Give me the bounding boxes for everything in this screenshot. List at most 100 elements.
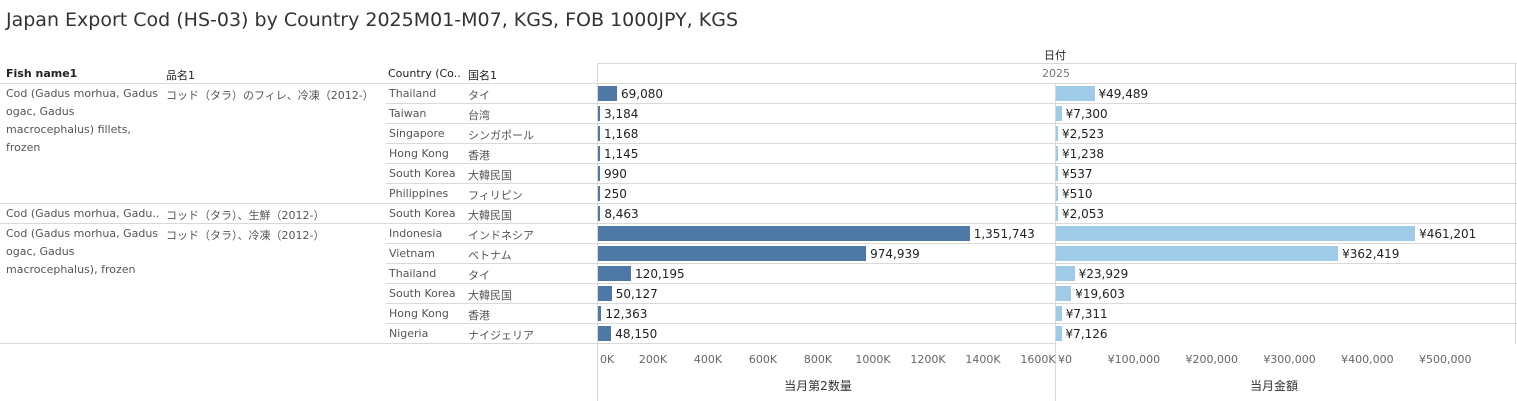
row-divider: [386, 243, 1517, 244]
country-jp-header[interactable]: 国名1: [468, 69, 497, 82]
item-name-header[interactable]: 品名1: [166, 69, 195, 82]
country-cell[interactable]: Singapore: [389, 127, 445, 140]
country-jp-cell[interactable]: 香港: [468, 309, 490, 322]
fish-name-header[interactable]: Fish name1: [6, 67, 78, 80]
country-cell[interactable]: Taiwan: [389, 107, 427, 120]
x-tick-label: 1400K: [965, 353, 1001, 366]
country-cell[interactable]: Hong Kong: [389, 307, 449, 320]
bar-quantity[interactable]: [598, 186, 600, 201]
country-jp-cell[interactable]: ベトナム: [468, 249, 512, 262]
country-jp-cell[interactable]: 大韓民国: [468, 289, 512, 302]
bar-amount[interactable]: [1056, 106, 1062, 121]
bar-quantity[interactable]: [598, 226, 970, 241]
country-jp-cell[interactable]: 台湾: [468, 109, 490, 122]
bar-quantity[interactable]: [598, 86, 617, 101]
row-divider: [386, 283, 1517, 284]
x-axis-title: 当月第2数量: [784, 379, 852, 393]
bar-quantity[interactable]: [598, 266, 632, 281]
bar-amount[interactable]: [1056, 146, 1058, 161]
bar-amount[interactable]: [1056, 186, 1058, 201]
bar-amount[interactable]: [1056, 306, 1062, 321]
country-header[interactable]: Country (Co..: [388, 67, 461, 80]
bar-amount[interactable]: [1056, 266, 1075, 281]
data-label: 12,363: [605, 307, 648, 321]
fish-name-cell: Cod (Gadus morhua, Gadu..: [6, 207, 160, 220]
bar-amount[interactable]: [1056, 86, 1095, 101]
bar-amount[interactable]: [1056, 246, 1339, 261]
row-divider: [386, 323, 1517, 324]
x-tick-label: ¥100,000: [1107, 353, 1161, 366]
pane-divider-mid: [1055, 83, 1056, 401]
data-label: ¥537: [1062, 167, 1093, 181]
bar-amount[interactable]: [1056, 206, 1058, 221]
country-cell[interactable]: Philippines: [389, 187, 449, 200]
country-jp-cell[interactable]: インドネシア: [468, 229, 534, 242]
bar-quantity[interactable]: [598, 126, 600, 141]
x-tick-label: 1000K: [855, 353, 891, 366]
x-tick-label: 200K: [638, 353, 668, 366]
data-label: ¥7,311: [1065, 307, 1108, 321]
country-jp-cell[interactable]: 香港: [468, 149, 490, 162]
bar-quantity[interactable]: [598, 206, 601, 221]
row-divider: [386, 303, 1517, 304]
country-cell[interactable]: South Korea: [389, 287, 456, 300]
data-label: ¥510: [1062, 187, 1093, 201]
x-tick-label: ¥200,000: [1185, 353, 1238, 366]
row-divider: [386, 163, 1517, 164]
row-divider: [386, 183, 1517, 184]
data-label: 69,080: [620, 87, 663, 101]
country-jp-cell[interactable]: 大韓民国: [468, 169, 512, 182]
bar-quantity[interactable]: [598, 286, 612, 301]
country-jp-cell[interactable]: フィリピン: [468, 189, 523, 202]
date-field-header[interactable]: 日付: [1044, 49, 1066, 62]
data-label: 990: [604, 167, 627, 181]
country-jp-cell[interactable]: シンガポール: [468, 129, 534, 142]
country-cell[interactable]: Nigeria: [389, 327, 429, 340]
row-divider: [386, 143, 1517, 144]
bar-quantity[interactable]: [598, 326, 612, 341]
bar-amount[interactable]: [1056, 166, 1058, 181]
country-cell[interactable]: Thailand: [389, 267, 437, 280]
data-label: ¥362,419: [1342, 247, 1400, 261]
x-tick-label: 1200K: [910, 353, 946, 366]
bar-quantity[interactable]: [598, 166, 600, 181]
country-cell[interactable]: South Korea: [389, 167, 456, 180]
country-cell[interactable]: Vietnam: [389, 247, 435, 260]
country-jp-cell[interactable]: 大韓民国: [468, 209, 512, 222]
country-cell[interactable]: Thailand: [389, 87, 437, 100]
x-tick-label: ¥500,000: [1419, 353, 1472, 366]
data-label: ¥461,201: [1419, 227, 1477, 241]
bar-quantity[interactable]: [598, 146, 600, 161]
bar-amount[interactable]: [1056, 126, 1058, 141]
country-cell[interactable]: Hong Kong: [389, 147, 449, 160]
pane-divider-left: [597, 63, 598, 401]
country-jp-cell[interactable]: ナイジェリア: [468, 329, 534, 342]
data-label: 50,127: [615, 287, 658, 301]
group-divider: [0, 343, 1055, 344]
bar-amount[interactable]: [1056, 326, 1062, 341]
data-label: 974,939: [870, 247, 920, 261]
x-tick-label: 1600K: [1020, 353, 1056, 366]
country-cell[interactable]: Indonesia: [389, 227, 443, 240]
bar-amount[interactable]: [1056, 286, 1072, 301]
bar-quantity[interactable]: [598, 246, 867, 261]
x-tick-label: ¥300,000: [1263, 353, 1316, 366]
data-label: 250: [604, 187, 627, 201]
year-header: 2025: [1042, 67, 1070, 80]
country-jp-cell[interactable]: タイ: [468, 89, 490, 102]
data-label: ¥19,603: [1075, 287, 1125, 301]
bar-amount[interactable]: [1056, 226, 1416, 241]
data-label: 1,351,743: [973, 227, 1035, 241]
x-tick-label: 400K: [693, 353, 723, 366]
x-axis-title: 当月金額: [1249, 379, 1299, 393]
data-label: ¥1,238: [1062, 147, 1104, 161]
row-divider: [386, 123, 1517, 124]
bar-quantity[interactable]: [598, 306, 602, 321]
bar-quantity[interactable]: [598, 106, 600, 121]
header-divider-top: [597, 63, 1517, 64]
data-label: 3,184: [604, 107, 639, 121]
country-cell[interactable]: South Korea: [389, 207, 456, 220]
data-label: ¥23,929: [1078, 267, 1129, 281]
country-jp-cell[interactable]: タイ: [468, 269, 490, 282]
x-tick-label: ¥400,000: [1341, 353, 1394, 366]
